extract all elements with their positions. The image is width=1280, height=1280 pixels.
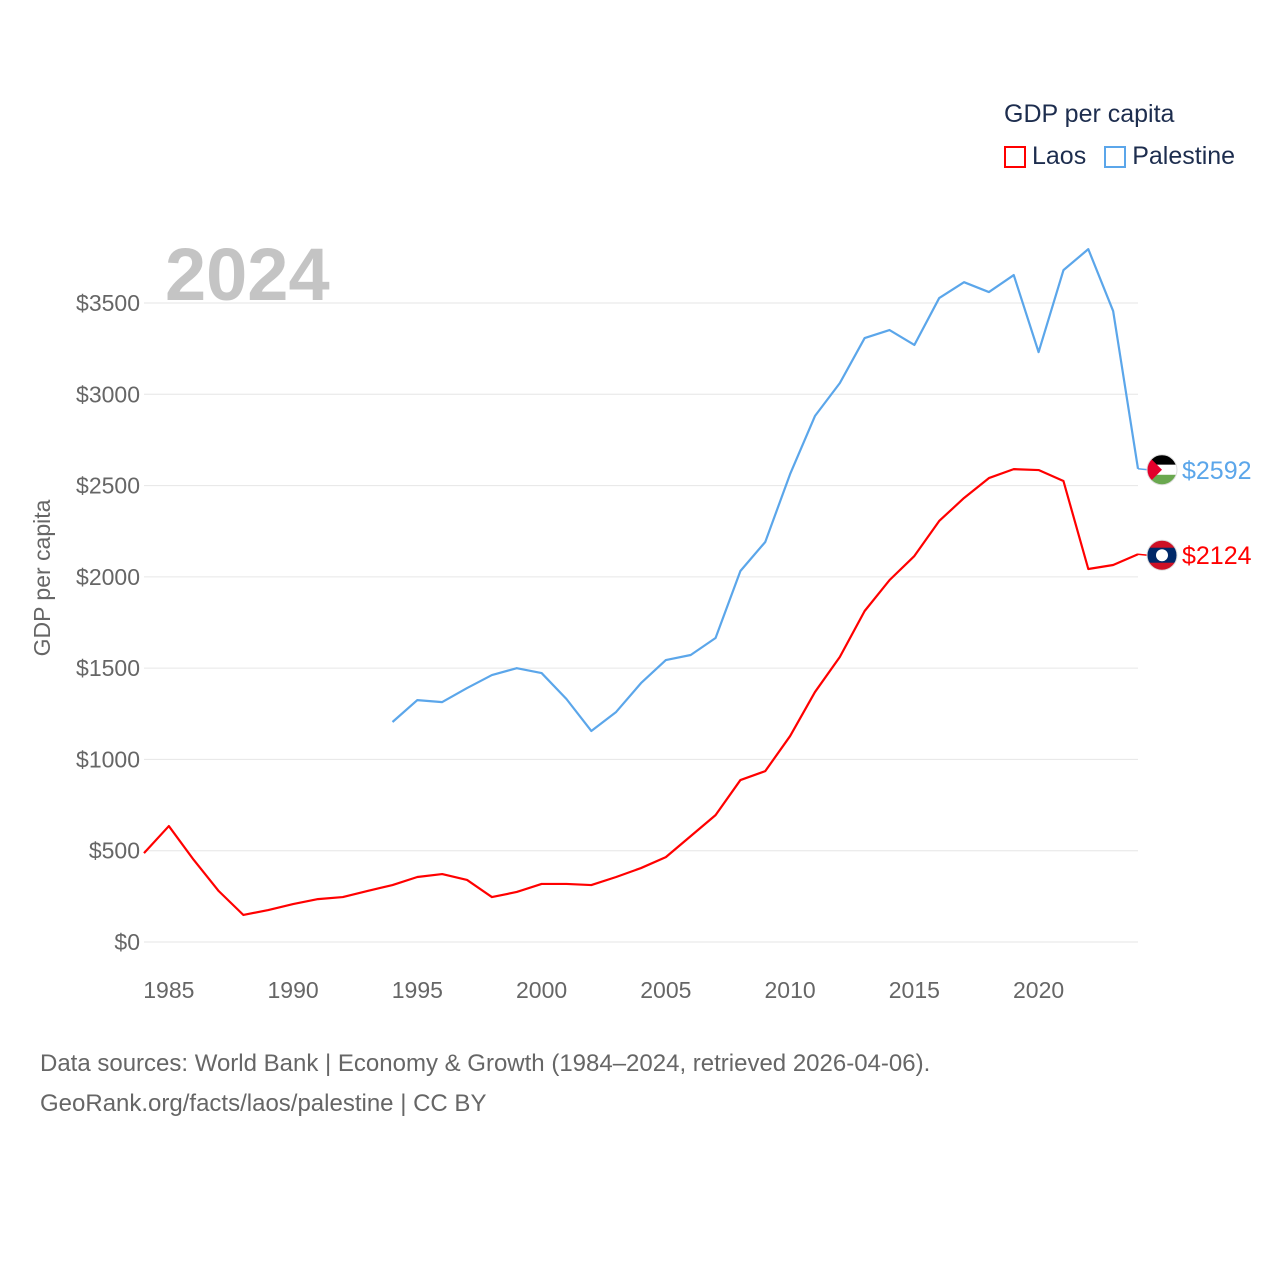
flag-triangle: [1147, 454, 1162, 485]
flag-disc: [1156, 549, 1168, 562]
legend-label: Palestine: [1132, 142, 1236, 170]
legend-item-laos[interactable]: Laos: [1004, 142, 1086, 171]
palestine-flag-icon: [1146, 454, 1178, 486]
x-tick-label: 2020: [1013, 977, 1064, 1003]
x-tick-label: 1985: [143, 977, 194, 1003]
leader-line: [1137, 468, 1149, 471]
flag: [1147, 540, 1177, 571]
laos-flag-icon: [1146, 539, 1178, 571]
leader-line: [1137, 553, 1149, 556]
series-line-palestine: [391, 248, 1140, 733]
flag: [1147, 454, 1177, 485]
x-tick-label: 2005: [640, 977, 691, 1003]
flag-stripe: [1147, 474, 1177, 485]
y-tick-label: $500: [89, 838, 140, 864]
y-tick-label: $2500: [76, 473, 140, 499]
flag-border: [1146, 454, 1178, 486]
legend: Laos Palestine: [1004, 142, 1235, 171]
y-tick-label: $0: [114, 929, 140, 955]
y-tick-label: $1500: [76, 655, 140, 681]
attribution-link[interactable]: GeoRank.org/facts/laos/palestine | CC BY: [40, 1090, 487, 1117]
y-tick-label: $3000: [76, 381, 140, 407]
series-line-laos: [143, 468, 1139, 917]
end-value-label: $2124: [1182, 542, 1252, 570]
y-tick-label: $1000: [76, 746, 140, 772]
legend-label: Laos: [1032, 142, 1087, 170]
legend-item-palestine[interactable]: Palestine: [1104, 142, 1235, 171]
x-tick-label: 2010: [765, 977, 816, 1003]
x-tick-label: 2000: [516, 977, 567, 1003]
y-tick-label: $2000: [76, 564, 140, 590]
flag-stripe: [1147, 454, 1177, 465]
y-tick-label: $3500: [76, 290, 140, 316]
legend-swatch: [1104, 145, 1127, 168]
flag-border: [1146, 539, 1178, 571]
data-source-text: Data sources: World Bank | Economy & Gro…: [40, 1050, 931, 1077]
end-value-label: $2592: [1182, 457, 1252, 485]
x-tick-label: 1995: [392, 977, 443, 1003]
year-watermark: 2024: [165, 233, 330, 316]
legend-title: GDP per capita: [1004, 100, 1175, 128]
legend-swatch: [1004, 145, 1026, 168]
footer: Data sources: World Bank | Economy & Gro…: [40, 1044, 930, 1124]
x-tick-label: 2015: [889, 977, 940, 1003]
y-axis-label: GDP per capita: [29, 499, 55, 656]
x-tick-label: 1990: [268, 977, 319, 1003]
